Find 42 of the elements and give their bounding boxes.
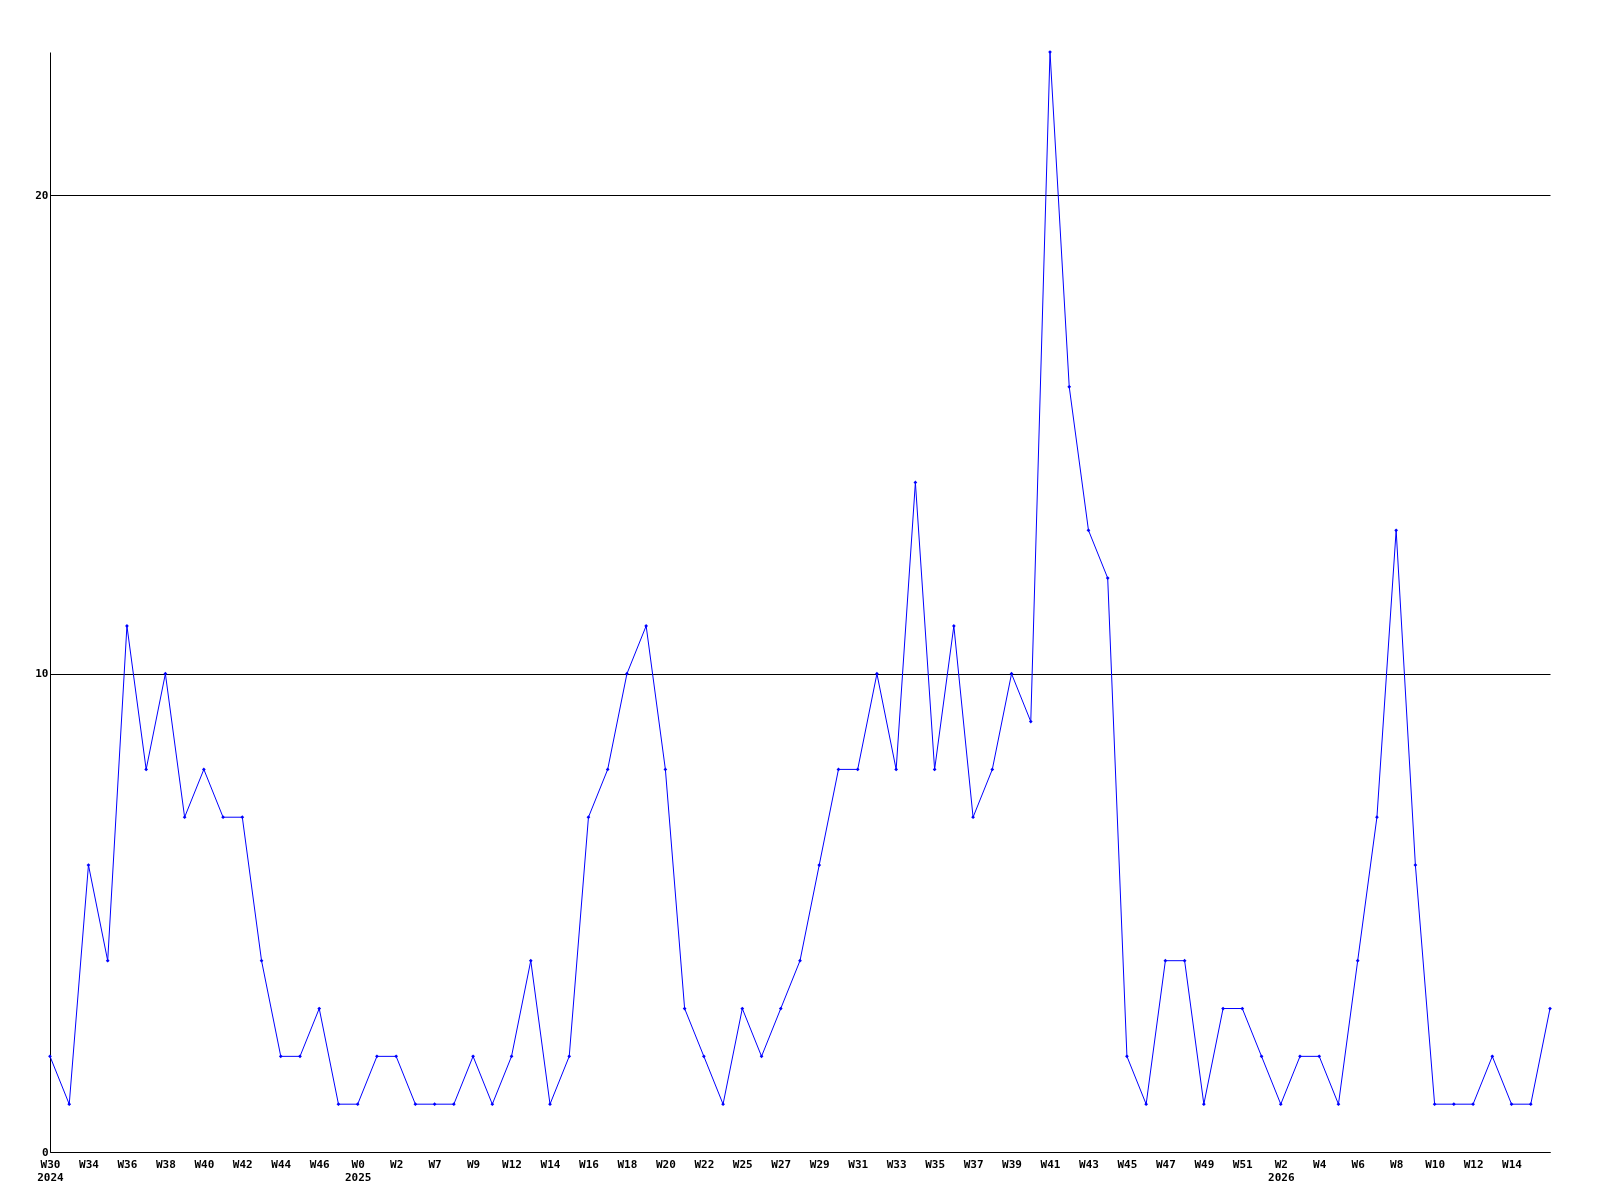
x-tick-label: W34 (79, 1157, 100, 1171)
x-tick-label: W2 2026 (1268, 1157, 1295, 1184)
x-tick-label: W42 (232, 1157, 253, 1171)
x-tick-label: W36 (117, 1157, 138, 1171)
y-tick-label: 10 (35, 667, 49, 681)
x-tick-label: W8 (1390, 1157, 1404, 1171)
x-tick-label: W9 (466, 1157, 481, 1171)
x-tick-label: W12 (502, 1157, 522, 1171)
x-tick-label: W40 (194, 1157, 215, 1171)
x-tick-label: W14 (540, 1157, 561, 1171)
y-tick-label: 0 (41, 1145, 49, 1159)
x-tick-label: W47 (1155, 1157, 1176, 1171)
x-tick-label: W10 (1425, 1157, 1446, 1171)
x-tick-label: W0 2025 (344, 1157, 372, 1184)
x-tick-label: W6 (1351, 1157, 1366, 1171)
x-tick-label: W18 (617, 1157, 638, 1171)
x-tick-label: W51 (1232, 1157, 1254, 1171)
x-tick-label: W46 (309, 1157, 331, 1171)
x-tick-label: W39 (1002, 1157, 1022, 1171)
x-tick-label: W12 (1463, 1157, 1484, 1171)
x-tick-label: W14 (1502, 1157, 1523, 1171)
x-tick-label: W16 (579, 1157, 600, 1171)
x-tick-label: W30 2024 (37, 1157, 65, 1184)
x-tick-label: W33 (886, 1157, 907, 1171)
x-tick-label: W44 (271, 1157, 292, 1171)
x-tick-label: W4 (1313, 1157, 1327, 1171)
x-tick-label: W31 (848, 1157, 869, 1171)
x-tick-label: W7 (428, 1157, 442, 1171)
y-tick-label: 20 (35, 188, 49, 202)
x-tick-label: W38 (155, 1157, 176, 1171)
x-tick-label: W43 (1079, 1157, 1099, 1171)
x-tick-label: W35 (925, 1157, 946, 1171)
x-tick-label: W27 (771, 1157, 792, 1171)
x-tick-label: W49 (1194, 1157, 1215, 1171)
x-tick-label: W25 (732, 1157, 753, 1171)
x-tick-label: W41 (1040, 1157, 1061, 1171)
x-tick-label: W20 (655, 1157, 676, 1171)
x-tick-label: W2 (390, 1157, 404, 1171)
x-tick-label: W22 (694, 1157, 715, 1171)
x-tick-label: W29 (809, 1157, 830, 1171)
x-tick-label: W45 (1117, 1157, 1138, 1171)
x-tick-label: W37 (963, 1157, 984, 1171)
